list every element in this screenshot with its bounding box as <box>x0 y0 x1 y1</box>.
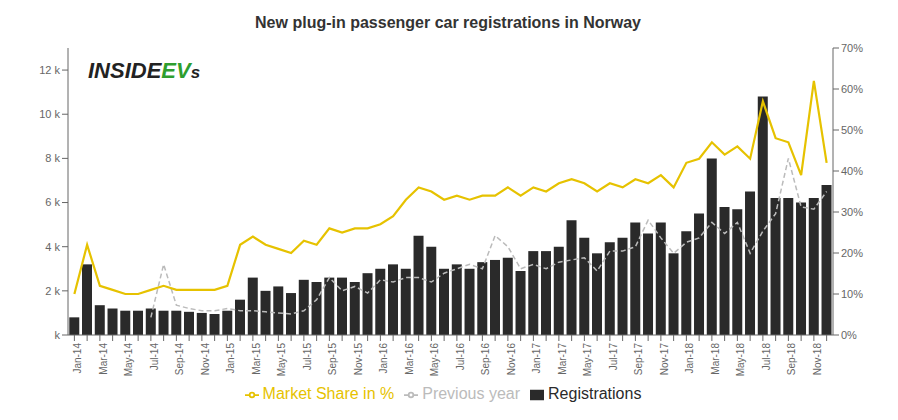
svg-text:Nov-14: Nov-14 <box>200 343 211 376</box>
svg-text:Nov-18: Nov-18 <box>812 343 823 376</box>
svg-text:Mar-18: Mar-18 <box>710 343 721 375</box>
svg-text:Sep-17: Sep-17 <box>633 343 644 376</box>
svg-text:Sep-18: Sep-18 <box>786 343 797 376</box>
svg-text:10 k: 10 k <box>39 108 60 120</box>
svg-text:Mar-17: Mar-17 <box>557 343 568 375</box>
html-text:INSIDE EVs: INSIDE EVs <box>88 58 201 83</box>
svg-text:May-15: May-15 <box>276 343 287 377</box>
svg-text:Jul-15: Jul-15 <box>302 343 313 371</box>
svg-text:Mar-14: Mar-14 <box>98 343 109 375</box>
svg-text:20%: 20% <box>841 247 863 259</box>
svg-text:k: k <box>55 329 61 341</box>
svg-text:Sep-14: Sep-14 <box>174 343 185 376</box>
svg-text:Sep-15: Sep-15 <box>327 343 338 376</box>
svg-text:4 k: 4 k <box>45 241 60 253</box>
html-text:Registrations: Registrations <box>548 385 642 402</box>
svg-text:50%: 50% <box>841 124 863 136</box>
svg-text:Jan-14: Jan-14 <box>72 343 83 374</box>
svg-text:30%: 30% <box>841 206 863 218</box>
svg-text:60%: 60% <box>841 83 863 95</box>
svg-text:Mar-15: Mar-15 <box>251 343 262 375</box>
svg-text:Jul-18: Jul-18 <box>761 343 772 371</box>
svg-text:0%: 0% <box>841 329 857 341</box>
svg-text:Jan-17: Jan-17 <box>531 343 542 374</box>
svg-text:Mar-16: Mar-16 <box>404 343 415 375</box>
svg-text:Jul-14: Jul-14 <box>149 343 160 371</box>
html-text:Market Share in %: Market Share in % <box>262 385 395 402</box>
svg-text:Nov-17: Nov-17 <box>659 343 670 376</box>
html-text:Previous year: Previous year <box>422 385 520 402</box>
svg-text:May-18: May-18 <box>735 343 746 377</box>
svg-text:Jan-18: Jan-18 <box>684 343 695 374</box>
svg-text:10%: 10% <box>841 288 863 300</box>
svg-text:May-17: May-17 <box>582 343 593 377</box>
svg-text:6 k: 6 k <box>45 196 60 208</box>
svg-text:Sep-16: Sep-16 <box>480 343 491 376</box>
svg-text:40%: 40% <box>841 165 863 177</box>
svg-text:70%: 70% <box>841 42 863 54</box>
svg-text:Jul-17: Jul-17 <box>608 343 619 371</box>
svg-text:Nov-16: Nov-16 <box>506 343 517 376</box>
svg-text:Jan-15: Jan-15 <box>225 343 236 374</box>
svg-text:12 k: 12 k <box>39 64 60 76</box>
svg-text:Nov-15: Nov-15 <box>353 343 364 376</box>
html-text:New plug-in passenger car regi: New plug-in passenger car registrations … <box>255 14 641 31</box>
svg-text:Jul-16: Jul-16 <box>455 343 466 371</box>
svg-text:May-16: May-16 <box>429 343 440 377</box>
svg-text:2 k: 2 k <box>45 285 60 297</box>
svg-text:Jan-16: Jan-16 <box>378 343 389 374</box>
svg-text:8 k: 8 k <box>45 152 60 164</box>
svg-text:May-14: May-14 <box>123 343 134 377</box>
